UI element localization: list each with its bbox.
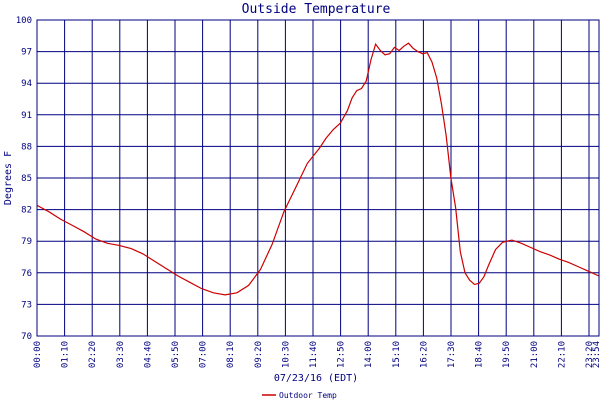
legend-label: Outdoor Temp [279,391,337,400]
plot-border [36,19,600,337]
x-tick-label: 07:00 [199,341,209,368]
y-axis-ticks: 70 73 76 79 82 85 88 91 94 97 100 [16,16,32,342]
y-tick-label: 76 [21,269,32,279]
y-tick-label: 100 [16,16,32,26]
y-tick-label: 94 [21,79,32,89]
x-tick-label: 08:10 [226,341,236,368]
y-tick-label: 82 [21,206,32,216]
y-tick-label: 88 [21,142,32,152]
y-tick-label: 70 [21,332,32,342]
y-tick-label: 79 [21,237,32,247]
x-tick-label: 14:00 [364,341,374,368]
x-tick-label: 03:30 [116,341,126,368]
x-tick-label: 22:10 [557,341,567,368]
x-tick-label: 18:40 [475,341,485,368]
y-axis-label: Degrees F [3,151,14,205]
x-axis-label: 07/23/16 (EDT) [274,373,358,384]
x-tick-label: 10:30 [281,341,291,368]
y-tick-label: 91 [21,111,32,121]
x-axis-ticks: 00:00 01:10 02:20 03:30 04:40 05:50 07:00 08:10… [33,341,600,368]
x-tick-label: 05:50 [171,341,181,368]
y-tick-label: 73 [21,300,32,310]
x-tick-label: 19:50 [502,341,512,368]
x-tick-label: 23:20 [585,341,595,368]
x-tick-label: 01:10 [61,341,71,368]
x-tick-label: 09:20 [254,341,264,368]
y-tick-label: 97 [21,48,32,58]
x-tick-label: 02:20 [88,341,98,368]
y-tick-label: 85 [21,174,32,184]
grid [36,19,599,337]
legend: Outdoor Temp [262,391,337,400]
x-tick-label: 17:30 [447,341,457,368]
x-tick-label: 15:10 [392,341,402,368]
x-tick-label: 23:54 [592,341,600,368]
chart-title: Outside Temperature [242,2,391,17]
x-tick-label: 00:00 [33,341,43,368]
x-tick-label: 12:50 [337,341,347,368]
x-tick-label: 04:40 [143,341,153,368]
x-tick-label: 11:40 [309,341,319,368]
x-tick-label: 21:00 [530,341,540,368]
outdoor-temp-line [36,42,600,296]
x-tick-label: 16:20 [419,341,429,368]
